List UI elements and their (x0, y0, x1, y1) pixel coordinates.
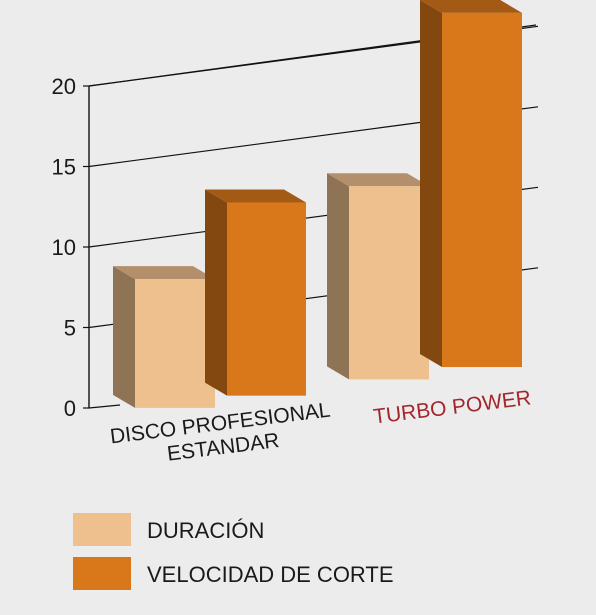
legend-label: VELOCIDAD DE CORTE (147, 562, 394, 587)
bar-0-0 (113, 266, 215, 408)
bar-top (327, 173, 429, 187)
bar-1-1 (420, 0, 522, 368)
y-tick-label: 15 (52, 155, 76, 180)
y-axis: 0 5 10 15 20 (52, 74, 121, 421)
legend: DURACIÓN VELOCIDAD DE CORTE (73, 513, 394, 590)
legend-item: DURACIÓN (73, 513, 264, 546)
y-tick-label: 20 (52, 74, 76, 99)
bar-front (227, 202, 306, 396)
legend-item: VELOCIDAD DE CORTE (73, 557, 394, 590)
y-tick-label: 10 (52, 235, 76, 260)
bar-front (135, 279, 215, 408)
bar-side (420, 0, 442, 368)
y-tick-label: 5 (64, 316, 76, 341)
bar-top (420, 0, 522, 13)
bar-side (327, 173, 349, 380)
bar-side (113, 266, 135, 408)
legend-swatch (73, 557, 131, 590)
bar-side (205, 189, 227, 396)
bar-1-0 (327, 173, 429, 380)
x-axis-line (88, 404, 121, 409)
x-category-label: DISCO PROFESIONALESTANDAR (109, 399, 335, 473)
bars (113, 0, 522, 408)
legend-label: DURACIÓN (147, 518, 264, 543)
bar-top (113, 266, 215, 280)
bar-0-1 (205, 189, 306, 396)
legend-swatch (73, 513, 131, 546)
bar-front (442, 12, 522, 368)
bar-front (349, 186, 429, 380)
bar-top (205, 189, 306, 203)
y-tick-label: 0 (64, 396, 76, 421)
x-category-label: TURBO POWER (372, 386, 532, 428)
